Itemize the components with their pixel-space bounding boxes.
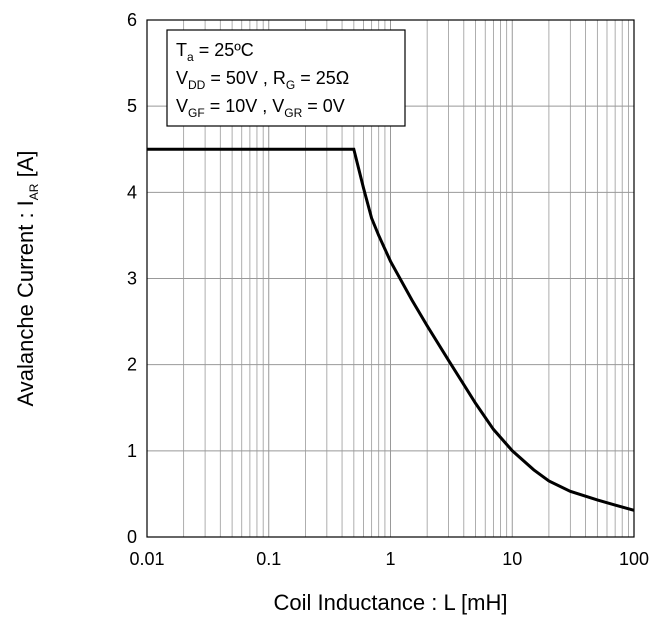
condition-text: = 10V , V [205,96,285,116]
plot-frame [146,19,635,538]
condition-text: = 25ºC [194,40,254,60]
condition-line: VDD = 50V , RG = 25Ω [176,68,349,92]
y-tick-label: 4 [127,182,137,202]
x-tick-label: 100 [619,549,649,569]
y-axis-label-sub: AR [27,183,41,200]
conditions-box-frame [166,29,406,127]
condition-text: T [176,40,187,60]
condition-text: V [176,96,188,116]
x-tick-label: 0.01 [129,549,164,569]
condition-subscript: GR [284,106,302,120]
condition-text: = 0V [302,96,345,116]
condition-text: = 50V , R [205,68,286,88]
y-tick-label: 3 [127,269,137,289]
condition-subscript: a [187,50,194,64]
x-tick-label: 10 [502,549,522,569]
y-axis-label-main: Avalanche Current : I [13,200,38,406]
series-line [147,147,635,512]
y-tick-label: 1 [127,441,137,461]
condition-subscript: DD [188,78,206,92]
y-tick-label: 6 [127,10,137,30]
condition-subscript: G [286,78,295,92]
condition-text: V [176,68,188,88]
y-axis-label-unit: [A] [13,151,38,184]
condition-subscript: GF [188,106,205,120]
y-tick-label: 5 [127,96,137,116]
x-tick-label: 1 [385,549,395,569]
tick-labels: 0 1 2 3 4 5 6 0.01 0.1 1 10 100 [127,10,649,569]
y-tick-label: 0 [127,527,137,547]
x-axis-label: Coil Inductance : L [mH] [274,590,508,615]
condition-text: = 25Ω [295,68,349,88]
x-tick-label: 0.1 [256,549,281,569]
y-tick-label: 2 [127,355,137,375]
condition-line: Ta = 25ºC [176,40,254,64]
y-axis-label: Avalanche Current : IAR [A] [13,151,41,407]
condition-line: VGF = 10V , VGR = 0V [176,96,345,120]
